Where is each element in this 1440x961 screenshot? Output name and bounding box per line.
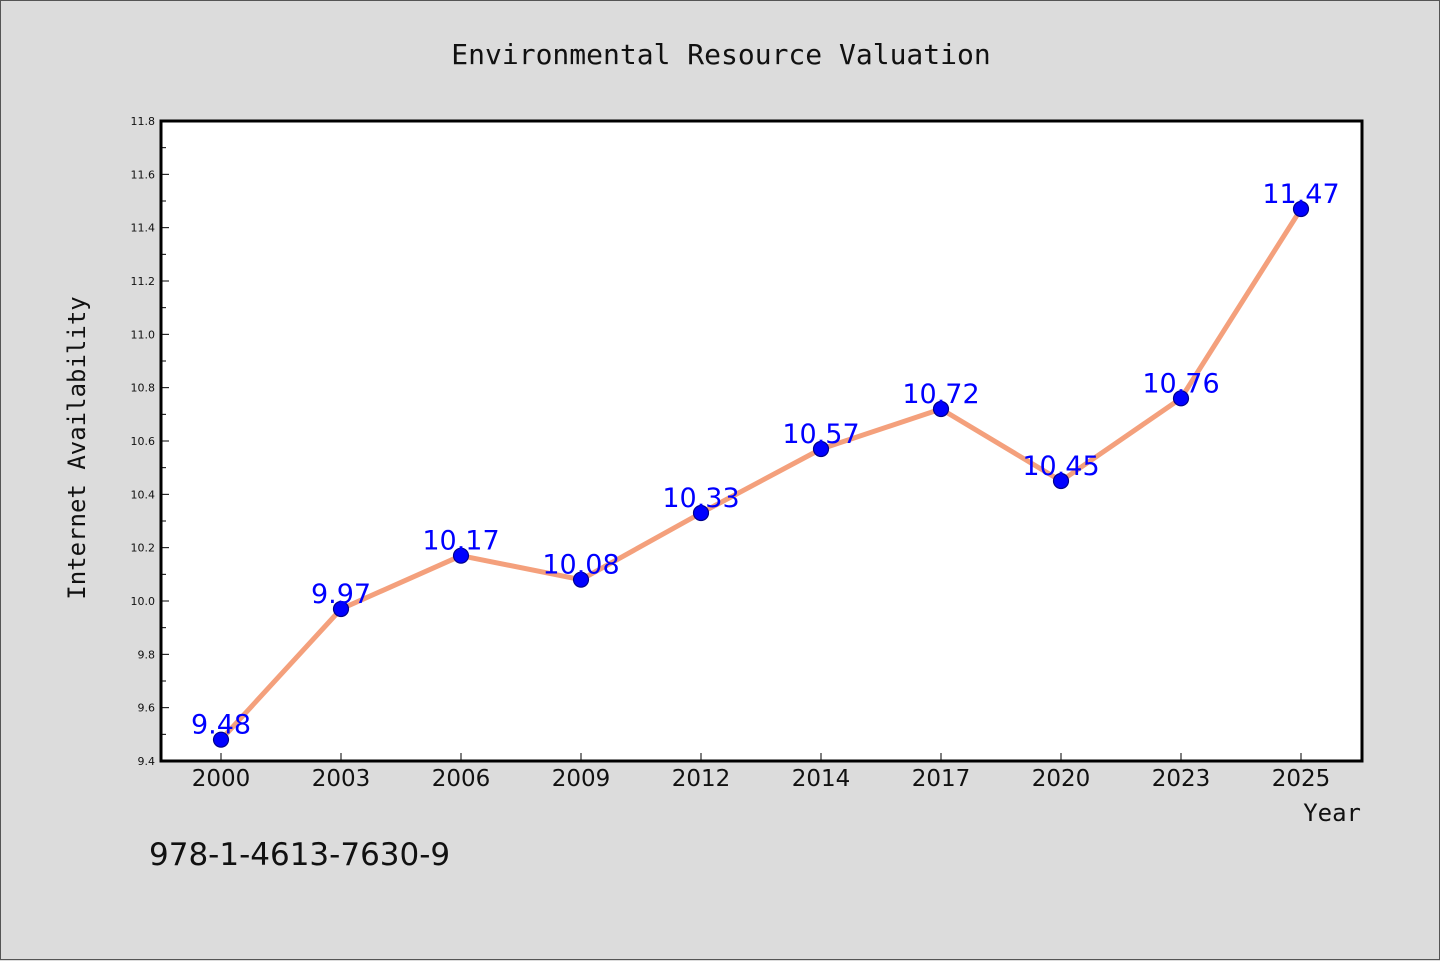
x-tick-label: 2009 <box>552 766 611 792</box>
y-tick-label: 11.0 <box>131 328 156 341</box>
series-markers <box>212 200 1310 748</box>
x-tick-label: 2023 <box>1152 766 1211 792</box>
x-axis: 2000 2003 2006 2009 2012 2014 2017 2020 2023 2025 <box>192 753 1331 792</box>
x-tick-label: 2020 <box>1032 766 1091 792</box>
data-label: 9.48 <box>191 710 251 741</box>
x-tick-label: 2014 <box>792 766 851 792</box>
data-point <box>572 571 590 588</box>
y-tick-label: 10.4 <box>131 488 156 501</box>
data-labels: 9.48 9.97 10.17 10.08 10.33 10.57 10.72 10.45 10… <box>191 179 1340 741</box>
series-line <box>218 206 1304 743</box>
x-axis-label: Year <box>1303 799 1361 827</box>
x-tick-label: 2017 <box>912 766 971 792</box>
data-point <box>452 547 470 564</box>
data-label: 10.33 <box>662 483 739 514</box>
data-point <box>812 440 830 458</box>
data-point <box>1172 390 1190 407</box>
data-point <box>932 400 950 418</box>
y-tick-label: 11.2 <box>131 275 156 288</box>
x-tick-label: 2006 <box>432 766 491 792</box>
data-label: 10.17 <box>422 526 499 557</box>
data-point <box>692 504 710 522</box>
y-tick-label: 9.6 <box>138 702 156 715</box>
y-tick-label: 11.8 <box>131 115 156 128</box>
data-label: 10.45 <box>1022 451 1099 482</box>
y-tick-label: 10.0 <box>131 595 156 608</box>
data-label: 10.76 <box>1142 368 1219 399</box>
data-point <box>1292 200 1310 218</box>
data-label: 10.57 <box>782 419 859 450</box>
data-label: 10.72 <box>902 379 979 410</box>
plot-area <box>159 119 1364 763</box>
x-tick-label: 2003 <box>312 766 371 792</box>
footnote: 978-1-4613-7630-9 <box>149 837 450 873</box>
chart-title: Environmental Resource Valuation <box>451 38 990 71</box>
data-point <box>212 731 230 748</box>
data-label: 11.47 <box>1262 179 1339 210</box>
y-tick-label: 9.4 <box>138 755 156 768</box>
data-label: 9.97 <box>311 579 371 610</box>
data-point <box>1052 472 1070 490</box>
y-tick-label: 10.2 <box>131 542 156 555</box>
y-tick-label: 10.6 <box>131 435 156 448</box>
y-tick-label: 11.6 <box>131 168 156 181</box>
x-tick-label: 2000 <box>192 766 251 792</box>
y-axis: 9.4 9.6 9.8 10.0 10.2 10.4 10.6 10.8 11.0 11.2 11.… <box>131 115 169 768</box>
data-label: 10.08 <box>542 550 619 581</box>
y-tick-label: 10.8 <box>131 382 156 395</box>
data-point <box>332 600 350 618</box>
y-tick-label: 11.4 <box>131 222 156 235</box>
y-tick-label: 9.8 <box>138 648 156 661</box>
y-axis-label: Internet Availability <box>63 296 91 599</box>
x-tick-label: 2025 <box>1272 766 1331 792</box>
x-tick-label: 2012 <box>672 766 731 792</box>
